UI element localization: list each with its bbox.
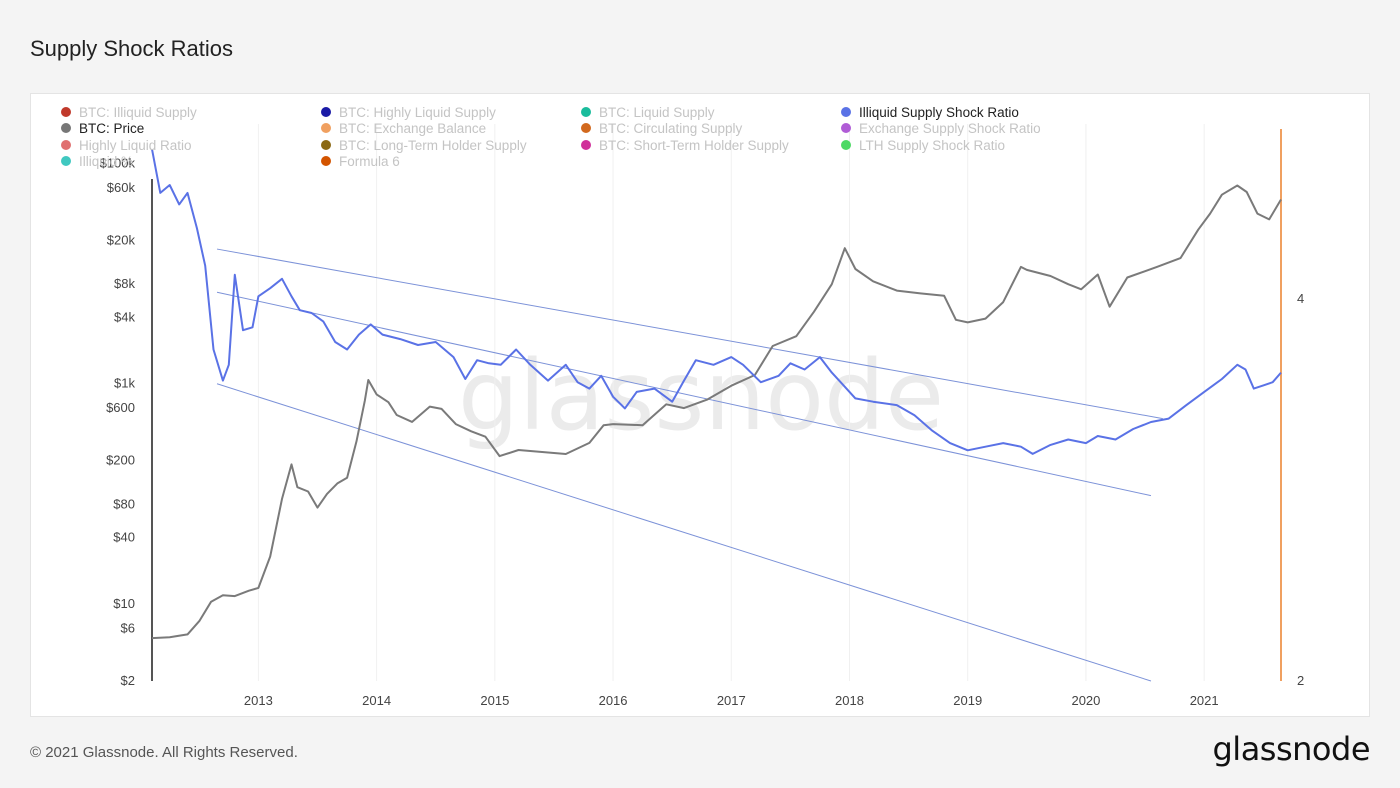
legend-label: Formula 6 <box>339 154 400 169</box>
illiquid-supply-shock-ratio-line <box>151 149 1282 455</box>
legend-marker <box>841 123 851 133</box>
legend-label: BTC: Price <box>79 121 144 136</box>
x-tick-label: 2017 <box>717 693 746 708</box>
footer-copyright: © 2021 Glassnode. All Rights Reserved. <box>30 744 298 761</box>
legend-item[interactable]: BTC: Long-Term Holder Supply <box>321 138 527 153</box>
y-left-tick-label: $80 <box>113 497 135 512</box>
y-left-tick-label: $10 <box>113 596 135 611</box>
y-left-tick-label: $8k <box>114 276 135 291</box>
legend-marker <box>321 140 331 150</box>
legend-label: Exchange Supply Shock Ratio <box>859 121 1041 136</box>
watermark-text: glassnode <box>458 340 944 452</box>
channel-line <box>216 383 1152 682</box>
legend-marker <box>321 107 331 117</box>
legend-marker <box>61 140 71 150</box>
y-left-tick-label: $1k <box>114 376 135 391</box>
legend-marker <box>321 123 331 133</box>
x-tick-label: 2014 <box>362 693 391 708</box>
y-left-tick-label: $6 <box>121 620 135 635</box>
legend-item[interactable]: Formula 6 <box>321 154 400 169</box>
legend-item[interactable]: BTC: Circulating Supply <box>581 121 743 136</box>
y-left-tick-label: $60k <box>107 180 136 195</box>
y-right-tick-label: 2 <box>1297 673 1304 688</box>
legend-item[interactable]: BTC: Short-Term Holder Supply <box>581 138 789 153</box>
chart-panel[interactable]: glassnode 2013 2014 2015 2016 2017 2018 2019 202… <box>30 93 1370 717</box>
legend-marker <box>321 156 331 166</box>
legend-item[interactable]: Exchange Supply Shock Ratio <box>841 121 1041 136</box>
x-tick-label: 2013 <box>244 693 273 708</box>
y-left-tick-label: $600 <box>106 400 135 415</box>
legend-item[interactable]: BTC: Liquid Supply <box>581 105 715 120</box>
y-left-tick-label: $2 <box>121 673 135 688</box>
legend-label: BTC: Long-Term Holder Supply <box>339 138 527 153</box>
legend-label: BTC: Short-Term Holder Supply <box>599 138 789 153</box>
y-left-tick-label: $20k <box>107 232 136 247</box>
x-tick-label: 2018 <box>835 693 864 708</box>
legend-label: BTC: Illiquid Supply <box>79 105 197 120</box>
y-left-tick-label: $100k <box>100 155 136 170</box>
legend-label: Highly Liquid Ratio <box>79 138 192 153</box>
btc-price-line <box>151 184 1282 640</box>
legend-label: Illiquid % <box>79 154 133 169</box>
legend-item[interactable]: BTC: Exchange Balance <box>321 121 486 136</box>
page-title: Supply Shock Ratios <box>30 36 233 61</box>
supply-shock-chart[interactable]: glassnode 2013 2014 2015 2016 2017 2018 2019 202… <box>31 94 1369 716</box>
legend-label: LTH Supply Shock Ratio <box>859 138 1005 153</box>
y-right-tick-label: 4 <box>1297 291 1304 306</box>
x-tick-label: 2021 <box>1190 693 1219 708</box>
y-left-tick-label: $4k <box>114 309 135 324</box>
legend-label: BTC: Circulating Supply <box>599 121 743 136</box>
y-left-tick-label: $40 <box>113 530 135 545</box>
legend-item[interactable]: BTC: Price <box>61 121 144 136</box>
legend-label: Illiquid Supply Shock Ratio <box>859 105 1019 120</box>
x-tick-label: 2016 <box>599 693 628 708</box>
channel-line <box>216 248 1163 420</box>
legend-label: BTC: Highly Liquid Supply <box>339 105 496 120</box>
x-tick-label: 2020 <box>1071 693 1100 708</box>
legend-item[interactable]: LTH Supply Shock Ratio <box>841 138 1005 153</box>
channel-line <box>216 291 1152 497</box>
legend-label: BTC: Exchange Balance <box>339 121 486 136</box>
legend-marker <box>581 107 591 117</box>
legend-item[interactable]: Illiquid % <box>61 154 133 169</box>
footer-logo[interactable]: glassnode <box>1212 730 1370 768</box>
legend-item[interactable]: BTC: Highly Liquid Supply <box>321 105 496 120</box>
legend-marker <box>841 140 851 150</box>
legend-marker <box>581 123 591 133</box>
legend-item[interactable]: Illiquid Supply Shock Ratio <box>841 105 1019 120</box>
x-tick-label: 2019 <box>953 693 982 708</box>
legend-marker <box>61 107 71 117</box>
legend-marker <box>841 107 851 117</box>
legend-label: BTC: Liquid Supply <box>599 105 715 120</box>
x-tick-label: 2015 <box>480 693 509 708</box>
legend-item[interactable]: BTC: Illiquid Supply <box>61 105 197 120</box>
legend-marker <box>61 156 71 166</box>
legend-item[interactable]: Highly Liquid Ratio <box>61 138 192 153</box>
legend-marker <box>581 140 591 150</box>
y-left-tick-label: $200 <box>106 453 135 468</box>
legend-marker <box>61 123 71 133</box>
